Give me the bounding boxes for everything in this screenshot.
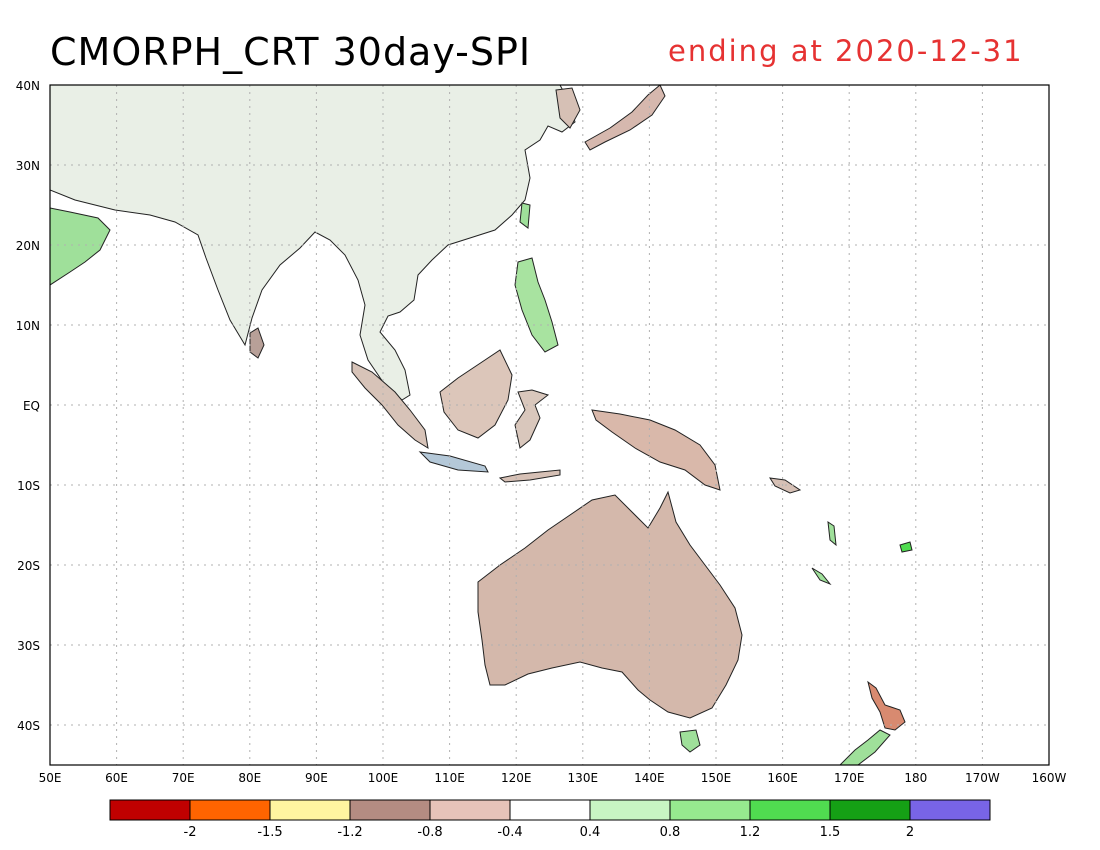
legend-swatch [829, 799, 911, 821]
map-title: CMORPH_CRT 30day-SPI [50, 30, 532, 74]
legend-label: -0.8 [417, 825, 442, 840]
fiji [899, 541, 913, 553]
sulawesi [514, 389, 550, 449]
nz-north-island [867, 680, 906, 731]
tasmania [679, 729, 701, 753]
lon-label: 170W [965, 771, 1000, 785]
nz-south-island [839, 729, 891, 765]
lon-label: 50E [39, 771, 62, 785]
lon-label: 60E [105, 771, 128, 785]
lon-label: 170E [834, 771, 865, 785]
legend-label: -1.5 [257, 825, 282, 840]
legend-swatch [749, 799, 831, 821]
lat-label: 20N [16, 239, 40, 253]
lat-label: 20S [17, 559, 40, 573]
java [418, 451, 489, 473]
legend-swatch [589, 799, 671, 821]
lon-label: 130E [568, 771, 599, 785]
legend-label: -2 [184, 825, 197, 840]
map-frame [49, 84, 1050, 766]
lat-label: 10S [17, 479, 40, 493]
lat-label: EQ [23, 399, 40, 413]
lon-label: 150E [701, 771, 732, 785]
lon-label: 80E [238, 771, 261, 785]
legend-swatch [909, 799, 991, 821]
sri-lanka [249, 327, 265, 359]
sumatra [351, 361, 429, 450]
korea [555, 87, 581, 129]
legend-swatch [669, 799, 751, 821]
new-guinea [591, 409, 721, 491]
legend-swatch [109, 799, 191, 821]
philippines [514, 257, 559, 353]
legend-swatch [429, 799, 511, 821]
borneo [439, 349, 513, 439]
lon-label: 120E [501, 771, 532, 785]
australia [477, 490, 743, 719]
lon-label: 160E [767, 771, 798, 785]
date-label: ending at 2020-12-31 [668, 34, 1024, 68]
lon-label: 160W [1032, 771, 1067, 785]
timor [498, 469, 561, 483]
legend-swatch [189, 799, 271, 821]
lon-label: 140E [634, 771, 665, 785]
legend-label: 1.5 [820, 825, 841, 840]
lon-label: 90E [305, 771, 328, 785]
lat-label: 40N [16, 79, 40, 93]
lat-label: 10N [16, 319, 40, 333]
legend-swatch [509, 799, 591, 821]
lat-label: 30S [17, 639, 40, 653]
legend-label: 2 [906, 825, 914, 840]
legend-label: 0.8 [660, 825, 681, 840]
longitude-labels: 50E 60E 70E 80E 90E 100E 110E 120E 130E 140E 150E 1… [39, 771, 1067, 785]
legend-label: -1.2 [337, 825, 362, 840]
lon-label: 100E [368, 771, 399, 785]
lon-label: 110E [434, 771, 465, 785]
legend-swatch [269, 799, 351, 821]
color-legend: -2 -1.5 -1.2 -0.8 -0.4 0.4 0.8 1.2 1.5 2 [109, 799, 991, 840]
new-caledonia [811, 567, 832, 586]
legend-label: 0.4 [580, 825, 601, 840]
legend-swatch [349, 799, 431, 821]
lon-label: 180 [904, 771, 927, 785]
taiwan [519, 202, 531, 229]
arabia-coast [50, 207, 111, 286]
vanuatu [827, 520, 837, 547]
map-gridlines [50, 85, 1049, 765]
japan [584, 85, 666, 151]
lon-label: 70E [172, 771, 195, 785]
legend-label: -0.4 [497, 825, 522, 840]
latitude-labels: 40N 30N 20N 10N EQ 10S 20S 30S 40S [16, 79, 40, 733]
lat-label: 30N [16, 159, 40, 173]
legend-label: 1.2 [740, 825, 761, 840]
lat-label: 40S [17, 719, 40, 733]
